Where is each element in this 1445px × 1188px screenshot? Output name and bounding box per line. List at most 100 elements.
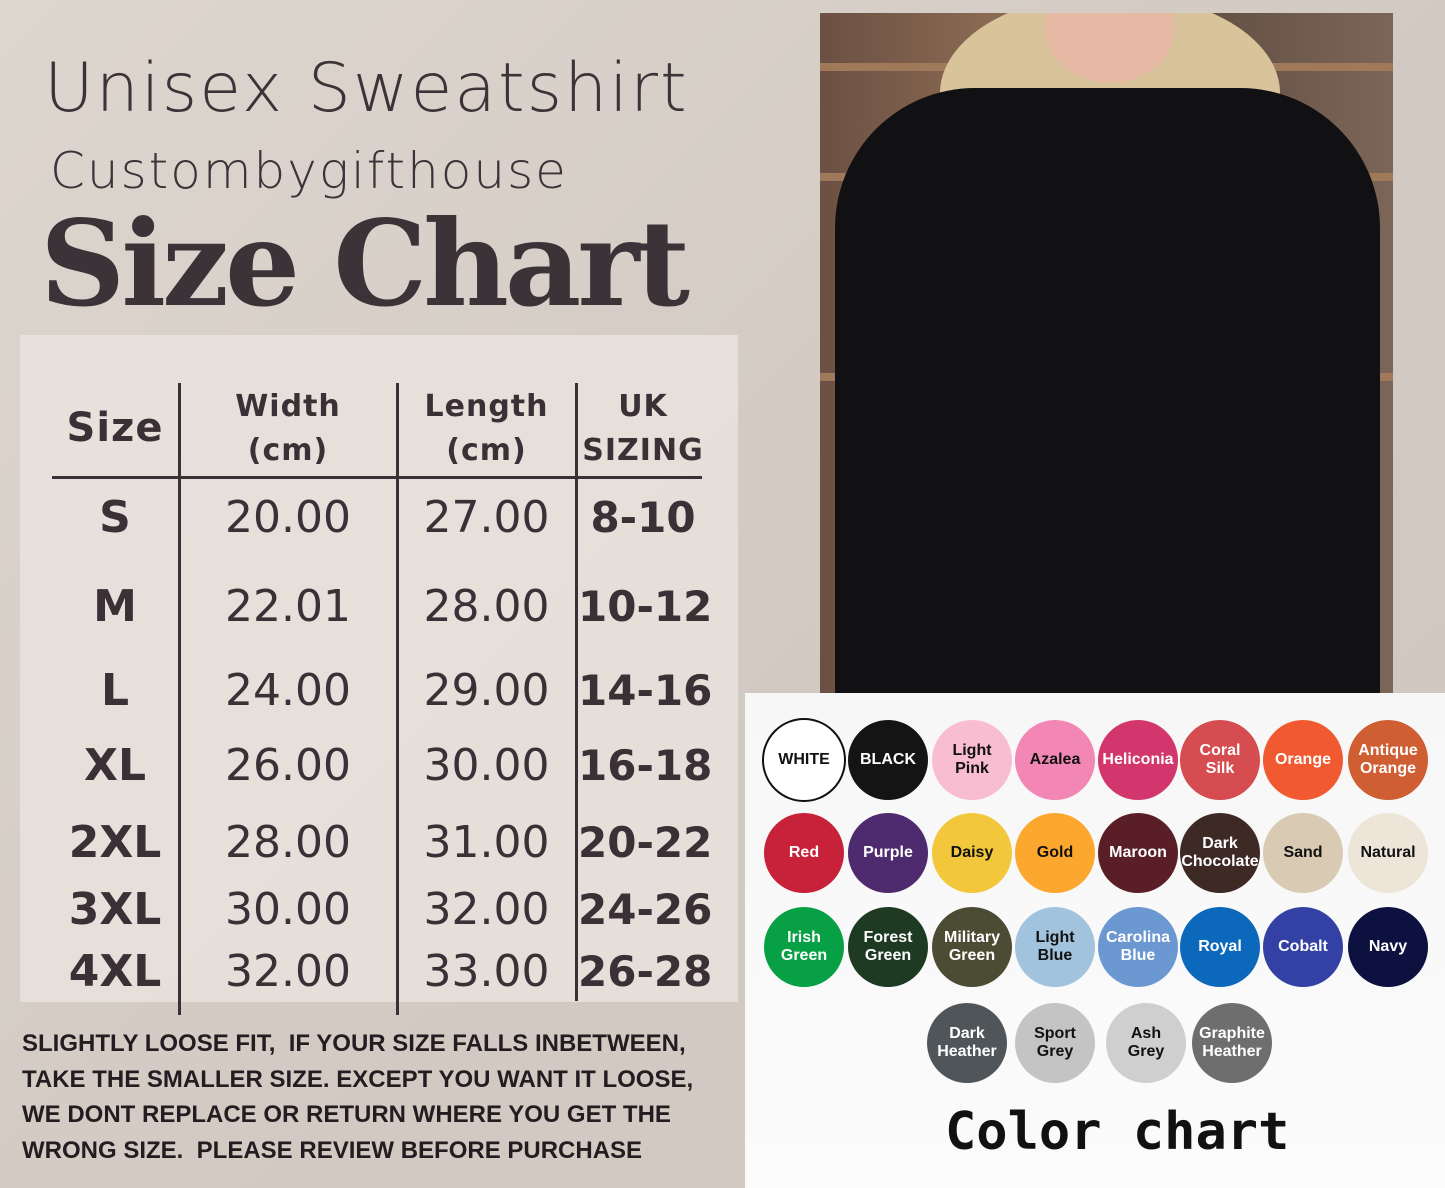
width-cell: 30.00 xyxy=(225,884,351,935)
color-swatch-label: Forest Green xyxy=(863,929,913,964)
color-swatch: Natural xyxy=(1348,813,1428,893)
color-swatch: Sport Grey xyxy=(1015,1003,1095,1083)
uk-size-cell: 20-22 xyxy=(578,818,713,867)
color-swatch: Daisy xyxy=(932,813,1012,893)
color-swatch-label: WHITE xyxy=(778,751,830,768)
color-swatch: BLACK xyxy=(848,720,928,800)
size-table-panel xyxy=(20,335,738,1002)
length-cell: 30.00 xyxy=(423,740,550,791)
brand-name: Custombygifthouse xyxy=(50,142,568,200)
color-swatch: Forest Green xyxy=(848,907,928,987)
color-swatch-label: Military Green xyxy=(943,929,1000,964)
table-header: Width (cm) xyxy=(235,389,341,468)
size-cell: 4XL xyxy=(68,946,162,997)
color-swatch-label: Royal xyxy=(1198,938,1242,955)
color-swatch: Orange xyxy=(1263,720,1343,800)
width-cell: 32.00 xyxy=(225,946,351,997)
color-swatch-label: Daisy xyxy=(950,844,994,861)
size-cell: 3XL xyxy=(68,884,162,935)
uk-size-cell: 26-28 xyxy=(578,947,713,996)
color-swatch-label: Sand xyxy=(1283,844,1323,861)
product-title: Unisex Sweatshirt xyxy=(44,49,689,128)
color-swatch-label: Orange xyxy=(1274,751,1331,768)
color-swatch: Heliconia xyxy=(1098,720,1178,800)
color-swatch: Royal xyxy=(1180,907,1260,987)
uk-size-cell: 10-12 xyxy=(578,582,713,631)
color-swatch: Light Pink xyxy=(932,720,1012,800)
width-cell: 22.01 xyxy=(225,581,351,632)
size-cell: XL xyxy=(84,740,146,791)
color-swatch-label: Carolina Blue xyxy=(1105,929,1170,964)
color-swatch: Irish Green xyxy=(764,907,844,987)
color-swatch: Gold xyxy=(1015,813,1095,893)
uk-size-cell: 8-10 xyxy=(590,493,696,542)
color-swatch-label: Azalea xyxy=(1029,751,1081,768)
color-swatch-label: Heliconia xyxy=(1102,751,1174,768)
color-swatch: Graphite Heather xyxy=(1192,1003,1272,1083)
header-divider xyxy=(52,476,702,479)
size-cell: M xyxy=(93,581,137,632)
black-sweatshirt xyxy=(835,88,1380,693)
table-header: UK SIZING xyxy=(582,389,704,468)
color-swatch: Ash Grey xyxy=(1106,1003,1186,1083)
width-cell: 26.00 xyxy=(225,740,351,791)
length-cell: 32.00 xyxy=(423,884,550,935)
model-photo xyxy=(820,13,1393,693)
table-header: Length (cm) xyxy=(424,389,549,468)
width-cell: 28.00 xyxy=(225,817,351,868)
color-swatch: Purple xyxy=(848,813,928,893)
color-swatch-label: Irish Green xyxy=(780,929,828,964)
length-cell: 29.00 xyxy=(423,665,550,716)
width-cell: 20.00 xyxy=(225,492,351,543)
color-swatch-label: Coral Silk xyxy=(1199,742,1241,777)
color-swatch: Maroon xyxy=(1098,813,1178,893)
uk-size-cell: 16-18 xyxy=(578,741,713,790)
color-swatch: Light Blue xyxy=(1015,907,1095,987)
color-swatch: Navy xyxy=(1348,907,1428,987)
color-swatch-label: Navy xyxy=(1368,938,1408,955)
color-swatch-label: Natural xyxy=(1360,844,1416,861)
uk-size-cell: 24-26 xyxy=(578,885,713,934)
color-swatch: Carolina Blue xyxy=(1098,907,1178,987)
color-swatch-label: Antique Orange xyxy=(1358,742,1418,777)
color-chart-title: Color chart xyxy=(945,1102,1290,1162)
length-cell: 31.00 xyxy=(423,817,550,868)
color-swatch-label: Purple xyxy=(863,844,913,861)
color-swatch: Military Green xyxy=(932,907,1012,987)
color-swatch: Cobalt xyxy=(1263,907,1343,987)
size-cell: S xyxy=(99,492,131,543)
color-swatch-label: Red xyxy=(788,844,820,861)
fit-note: SLIGHTLY LOOSE FIT, IF YOUR SIZE FALLS I… xyxy=(22,1030,694,1164)
color-swatch: Antique Orange xyxy=(1348,720,1428,800)
color-swatch-label: BLACK xyxy=(860,751,916,768)
length-cell: 28.00 xyxy=(423,581,550,632)
color-swatch-label: Cobalt xyxy=(1278,938,1328,955)
color-swatch: WHITE xyxy=(762,718,846,802)
color-swatch-label: Dark Heather xyxy=(937,1025,997,1060)
color-swatch-label: Ash Grey xyxy=(1127,1025,1165,1060)
column-divider xyxy=(178,383,181,1015)
table-header: Size xyxy=(66,405,164,451)
color-swatch-label: Maroon xyxy=(1109,844,1167,861)
color-swatch-label: Dark Chocolate xyxy=(1181,835,1259,870)
color-swatch-label: Graphite Heather xyxy=(1199,1025,1265,1060)
color-swatch: Azalea xyxy=(1015,720,1095,800)
color-swatch-label: Gold xyxy=(1036,844,1074,861)
width-cell: 24.00 xyxy=(225,665,351,716)
length-cell: 27.00 xyxy=(423,492,550,543)
color-swatch-label: Light Pink xyxy=(952,742,992,777)
length-cell: 33.00 xyxy=(423,946,550,997)
size-cell: L xyxy=(100,665,130,716)
color-swatch: Dark Chocolate xyxy=(1180,813,1260,893)
column-divider xyxy=(396,383,399,1015)
color-swatch-label: Sport Grey xyxy=(1034,1025,1076,1060)
color-swatch: Sand xyxy=(1263,813,1343,893)
color-swatch: Dark Heather xyxy=(927,1003,1007,1083)
color-swatch: Red xyxy=(764,813,844,893)
size-cell: 2XL xyxy=(68,817,162,868)
column-divider xyxy=(575,383,578,1001)
color-swatch-label: Light Blue xyxy=(1035,929,1075,964)
color-swatch: Coral Silk xyxy=(1180,720,1260,800)
size-chart-heading: Size Chart xyxy=(40,194,690,333)
uk-size-cell: 14-16 xyxy=(578,666,713,715)
